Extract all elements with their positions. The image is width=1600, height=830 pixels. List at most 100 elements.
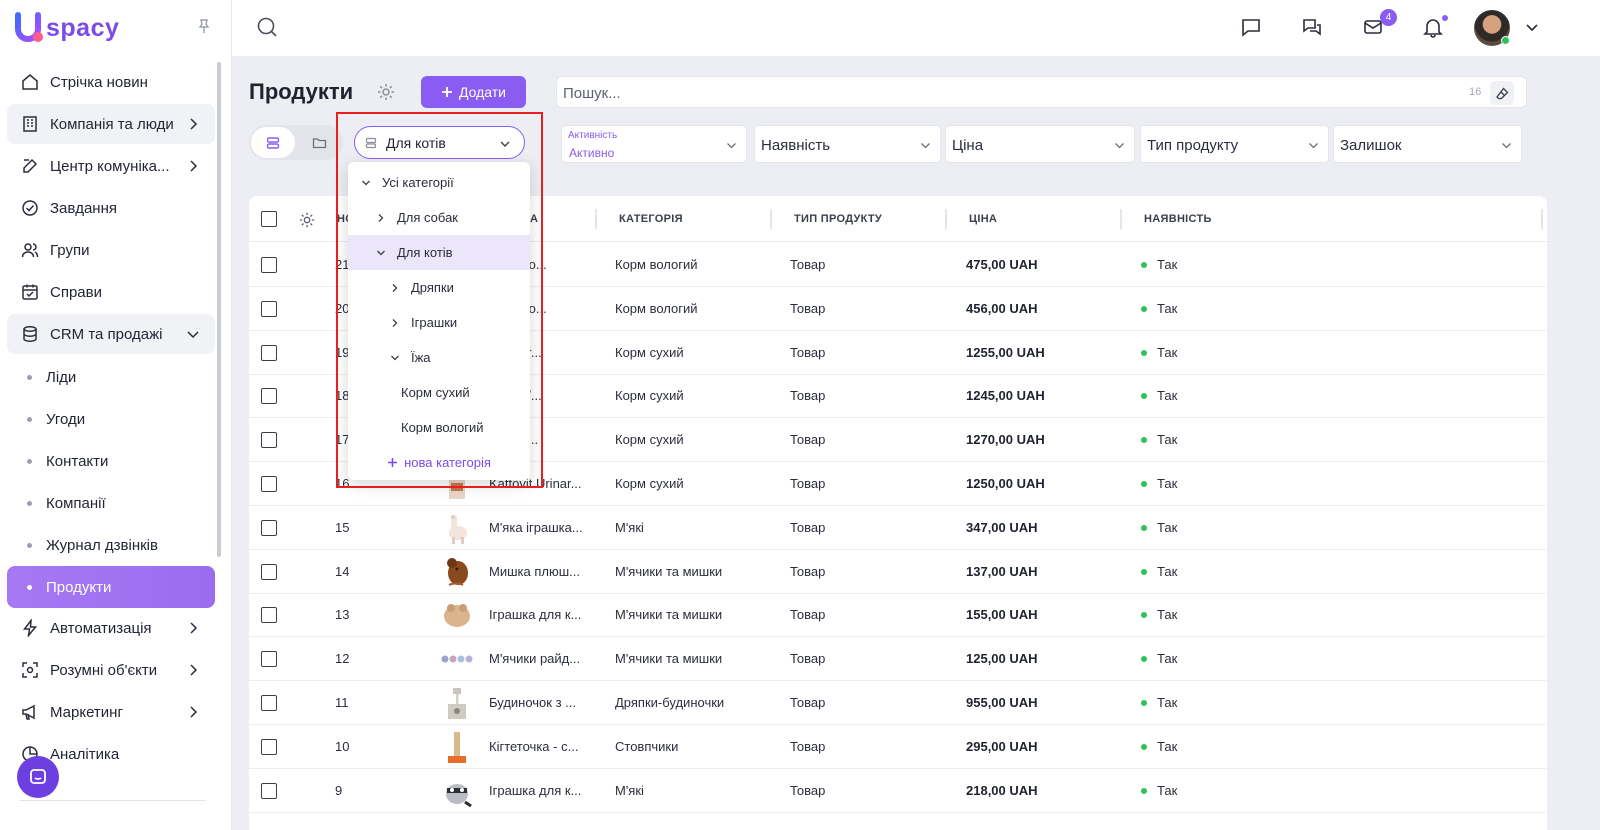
category-option[interactable]: Корм вологий <box>348 410 530 445</box>
row-checkbox[interactable] <box>261 607 277 624</box>
sidebar-subitem[interactable]: Контакти <box>7 440 215 482</box>
product-name-link[interactable]: М'ячики райд... <box>489 651 581 667</box>
column-header-availability[interactable]: НАЯВНІСТЬ <box>1144 213 1212 225</box>
chevron-right-icon[interactable] <box>376 213 386 223</box>
price-filter[interactable]: Ціна <box>945 125 1135 163</box>
search-input[interactable] <box>563 82 1443 104</box>
gear-icon[interactable] <box>376 82 396 102</box>
row-checkbox[interactable] <box>261 257 277 273</box>
category-option[interactable]: Для собак <box>348 200 530 235</box>
category-option[interactable]: Їжа <box>348 340 530 375</box>
product-type-filter[interactable]: Тип продукту <box>1140 125 1329 163</box>
category-option[interactable]: Дряпки <box>348 270 530 305</box>
gear-icon[interactable] <box>298 211 316 229</box>
row-checkbox[interactable] <box>261 738 277 755</box>
table-row[interactable]: 10 Кігтеточка - с... Стовпчики Товар 295… <box>249 725 1547 769</box>
sidebar-subitem[interactable]: Компанії <box>7 482 215 524</box>
new-category-button[interactable]: нова категорія <box>348 447 530 477</box>
row-checkbox[interactable] <box>261 695 277 711</box>
row-checkbox[interactable] <box>261 476 277 492</box>
add-product-button[interactable]: Додати <box>421 76 526 108</box>
select-all-checkbox[interactable] <box>261 211 277 227</box>
column-header-name[interactable]: А <box>530 213 539 225</box>
column-header-category[interactable]: КАТЕГОРІЯ <box>619 213 683 225</box>
product-thumbnail[interactable] <box>441 642 473 676</box>
sidebar-item-news[interactable]: Стрічка новин <box>7 62 215 102</box>
product-thumbnail[interactable] <box>441 730 473 764</box>
product-thumbnail[interactable] <box>441 555 473 589</box>
product-name-link[interactable]: Іграшка для к... <box>489 782 582 798</box>
chevron-right-icon[interactable] <box>390 283 400 293</box>
table-row[interactable]: 12 М'ячики райд... М'ячики та мишки Това… <box>249 637 1547 682</box>
stock-filter[interactable]: Залишок <box>1333 125 1522 163</box>
list-view-button[interactable] <box>251 127 295 158</box>
row-checkbox[interactable] <box>261 782 277 799</box>
sidebar-item-tasks[interactable]: Завдання <box>7 188 215 228</box>
product-name-link[interactable]: Будиночок з ... <box>489 695 576 710</box>
table-row[interactable]: 13 Іграшка для к... М'ячики та мишки Тов… <box>249 593 1547 638</box>
column-header-type[interactable]: ТИП ПРОДУКТУ <box>794 213 883 225</box>
clear-search-button[interactable] <box>1490 81 1514 105</box>
row-checkbox[interactable] <box>261 388 277 405</box>
sidebar-subitem[interactable]: Ліди <box>7 356 215 398</box>
product-name-link[interactable]: Іграшка для к... <box>489 607 582 623</box>
table-row[interactable]: 20 ки Katto... Корм вологий Товар 456,00… <box>249 287 1547 331</box>
sidebar-item-smart[interactable]: Розумні об'єкти <box>7 650 215 690</box>
support-chat-button[interactable] <box>17 756 59 798</box>
column-header-price[interactable]: ЦІНА <box>969 213 998 225</box>
product-name-link[interactable]: Кігтеточка - с... <box>489 738 579 754</box>
product-thumbnail[interactable] <box>441 511 473 545</box>
activity-filter[interactable]: Активність Активно <box>561 125 747 163</box>
table-row[interactable]: 11 Будиночок з ... Дряпки-будиночки Това… <box>249 681 1547 725</box>
sidebar-subitem[interactable]: Угоди <box>7 398 215 440</box>
product-name-link[interactable]: М'яка іграшка... <box>489 519 583 535</box>
product-thumbnail[interactable] <box>441 686 473 720</box>
app-logo[interactable]: spacy <box>14 10 119 46</box>
chevron-down-icon[interactable] <box>376 248 386 258</box>
category-option[interactable]: Для котів <box>348 235 530 270</box>
column-separator[interactable] <box>770 209 772 229</box>
search-icon[interactable] <box>256 16 278 38</box>
column-separator[interactable] <box>1120 209 1122 229</box>
availability-filter[interactable]: Наявність <box>754 125 941 163</box>
table-row[interactable]: 15 М'яка іграшка... М'які Товар 347,00 U… <box>249 506 1547 550</box>
chevron-right-icon[interactable] <box>390 318 400 328</box>
chevron-down-icon[interactable] <box>1522 17 1542 37</box>
sidebar-item-company[interactable]: Компанія та люди <box>7 104 215 144</box>
table-row[interactable]: 21 ки Katto... Корм вологий Товар 475,00… <box>249 243 1547 287</box>
category-option[interactable]: Корм сухий <box>348 375 530 410</box>
product-name-link[interactable]: Мишка плюш... <box>489 563 580 579</box>
row-checkbox[interactable] <box>261 432 277 449</box>
bell-icon[interactable] <box>1421 15 1445 39</box>
sidebar-item-groups[interactable]: Групи <box>7 230 215 270</box>
category-select[interactable]: Для котів <box>354 126 525 159</box>
sidebar-subitem[interactable]: Продукти <box>7 566 215 608</box>
conversations-icon[interactable] <box>1300 15 1324 39</box>
sidebar-item-marketing[interactable]: Маркетинг <box>7 692 215 732</box>
pin-icon[interactable] <box>196 18 212 34</box>
column-separator[interactable] <box>945 209 947 229</box>
chat-icon[interactable] <box>1239 15 1263 39</box>
folder-view-button[interactable] <box>297 127 341 158</box>
chevron-down-icon[interactable] <box>390 353 400 363</box>
sidebar-item-cases[interactable]: Справи <box>7 272 215 312</box>
chevron-down-icon[interactable] <box>361 178 371 188</box>
category-option[interactable]: Усі категорії <box>348 165 530 200</box>
column-separator[interactable] <box>1541 209 1543 229</box>
sidebar-subitem[interactable]: Журнал дзвінків <box>7 524 215 566</box>
column-separator[interactable] <box>595 209 597 229</box>
row-checkbox[interactable] <box>261 519 277 536</box>
row-checkbox[interactable] <box>261 344 277 361</box>
mail-icon[interactable] <box>1361 15 1385 39</box>
product-thumbnail[interactable] <box>441 598 473 632</box>
table-row[interactable]: 14 Мишка плюш... М'ячики та мишки Товар … <box>249 550 1547 594</box>
row-checkbox[interactable] <box>261 563 277 580</box>
sidebar-scrollbar[interactable] <box>217 62 221 557</box>
sidebar-item-crm[interactable]: CRM та продажі <box>7 314 215 354</box>
row-checkbox[interactable] <box>261 651 277 668</box>
product-thumbnail[interactable] <box>441 774 473 808</box>
table-row[interactable]: 9 Іграшка для к... М'які Товар 218,00 UA… <box>249 769 1547 813</box>
sidebar-item-comm[interactable]: Центр комуніка... <box>7 146 215 186</box>
row-checkbox[interactable] <box>261 300 277 317</box>
category-option[interactable]: Іграшки <box>348 305 530 340</box>
